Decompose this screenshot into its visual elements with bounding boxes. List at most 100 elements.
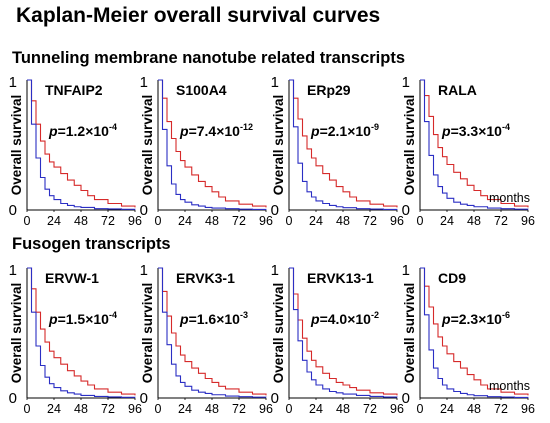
x-tick-label: 72 [232, 402, 246, 416]
y-axis-label: Overall survival [9, 283, 24, 384]
y-axis-label: Overall survival [402, 95, 417, 196]
km-panel-s100a4: 0 24 48 72 96 0 1 Overall survival S100A4 p=7.4×1… [140, 74, 273, 228]
high-expression-curve [158, 267, 267, 396]
km-panel-ervk3-1: 0 24 48 72 96 0 1 Overall survival ERVK3-1 p=1.6×… [140, 262, 273, 416]
high-expression-curve [27, 79, 136, 208]
low-expression-curve [289, 79, 398, 211]
x-tick-label: 96 [390, 214, 404, 228]
gene-label: ERVK13-1 [307, 270, 374, 286]
x-tick-label: 96 [259, 402, 273, 416]
months-label: months [489, 191, 530, 205]
x-tick-label: 24 [178, 214, 192, 228]
y-axis-label: Overall survival [402, 283, 417, 384]
x-tick-label: 96 [128, 402, 142, 416]
section-title-fusogen: Fusogen transcripts [12, 235, 171, 253]
p-value-label: p=2.1×10-9 [310, 122, 379, 139]
y-tick-label: 1 [9, 262, 17, 279]
high-expression-curve [289, 267, 398, 396]
x-tick-label: 24 [309, 402, 323, 416]
y-tick-label: 0 [271, 390, 279, 407]
high-expression-curve [420, 267, 529, 396]
section-title-nanotube: Tunneling membrane nanotube related tran… [12, 49, 406, 67]
gene-label: ERVK3-1 [176, 270, 235, 286]
gene-label: ERVW-1 [45, 270, 99, 286]
x-tick-label: 72 [494, 214, 508, 228]
x-tick-label: 0 [24, 402, 31, 416]
x-tick-label: 72 [494, 402, 508, 416]
x-tick-label: 0 [286, 214, 293, 228]
x-tick-label: 24 [440, 402, 454, 416]
x-tick-label: 96 [521, 214, 535, 228]
x-tick-label: 24 [47, 402, 61, 416]
y-tick-label: 0 [140, 202, 148, 219]
p-value-label: p=1.6×10-3 [179, 310, 248, 327]
x-tick-label: 72 [363, 214, 377, 228]
x-tick-label: 0 [24, 214, 31, 228]
y-tick-label: 0 [402, 390, 410, 407]
y-tick-label: 0 [402, 202, 410, 219]
y-tick-label: 1 [271, 74, 279, 91]
x-tick-label: 48 [74, 402, 88, 416]
low-expression-curve [158, 79, 267, 211]
x-tick-label: 24 [309, 214, 323, 228]
low-expression-curve [289, 267, 398, 398]
p-value-label: p=3.3×10-4 [441, 122, 510, 139]
km-panel-ervw-1: 0 24 48 72 96 0 1 Overall survival ERVW-1 p=1.5×1… [9, 262, 142, 416]
high-expression-curve [289, 79, 398, 208]
gene-label: S100A4 [176, 82, 227, 98]
x-tick-label: 96 [390, 402, 404, 416]
x-tick-label: 48 [467, 214, 481, 228]
p-value-label: p=4.0×10-2 [310, 310, 379, 327]
y-tick-label: 1 [140, 74, 148, 91]
x-tick-label: 72 [101, 402, 115, 416]
y-tick-label: 0 [9, 390, 17, 407]
x-tick-label: 24 [178, 402, 192, 416]
km-panel-tnfaip2: 0 24 48 72 96 0 1 Overall survival TNFAIP2 p=1.2×… [9, 74, 142, 228]
x-tick-label: 48 [336, 214, 350, 228]
x-tick-label: 48 [467, 402, 481, 416]
gene-label: TNFAIP2 [45, 82, 103, 98]
low-expression-curve [27, 267, 136, 398]
y-axis-label: Overall survival [271, 283, 286, 384]
y-tick-label: 1 [402, 262, 410, 279]
x-tick-label: 48 [205, 214, 219, 228]
y-axis-label: Overall survival [271, 95, 286, 196]
x-tick-label: 72 [363, 402, 377, 416]
figure-title: Kaplan-Meier overall survival curves [16, 4, 381, 27]
high-expression-curve [27, 267, 136, 396]
x-tick-label: 72 [101, 214, 115, 228]
x-tick-label: 0 [417, 402, 424, 416]
x-tick-label: 48 [205, 402, 219, 416]
km-panel-erp29: 0 24 48 72 96 0 1 Overall survival ERp29 p=2.1×10… [271, 74, 404, 228]
high-expression-curve [158, 79, 267, 208]
x-tick-label: 24 [47, 214, 61, 228]
y-axis-label: Overall survival [140, 95, 155, 196]
x-tick-label: 96 [128, 214, 142, 228]
x-tick-label: 96 [259, 214, 273, 228]
km-panel-rala: 0 24 48 72 96 0 1 Overall survival RALA p=3.3×10-… [402, 74, 535, 228]
low-expression-curve [27, 79, 136, 210]
y-tick-label: 0 [140, 390, 148, 407]
low-expression-curve [158, 267, 267, 398]
x-tick-label: 0 [155, 402, 162, 416]
high-expression-curve [420, 79, 529, 208]
y-tick-label: 1 [9, 74, 17, 91]
p-value-label: p=1.2×10-4 [48, 122, 117, 139]
p-value-label: p=2.3×10-6 [441, 310, 510, 327]
x-tick-label: 48 [74, 214, 88, 228]
low-expression-curve [420, 267, 529, 399]
y-axis-label: Overall survival [9, 95, 24, 196]
low-expression-curve [420, 79, 529, 210]
y-tick-label: 0 [9, 202, 17, 219]
p-value-label: p=7.4×10-12 [179, 122, 253, 139]
y-tick-label: 1 [271, 262, 279, 279]
km-panel-ervk13-1: 0 24 48 72 96 0 1 Overall survival ERVK13-1 p=4.0… [271, 262, 404, 416]
y-tick-label: 0 [271, 202, 279, 219]
y-tick-label: 1 [140, 262, 148, 279]
x-tick-label: 96 [521, 402, 535, 416]
x-tick-label: 48 [336, 402, 350, 416]
x-tick-label: 0 [417, 214, 424, 228]
gene-label: ERp29 [307, 82, 351, 98]
p-value-label: p=1.5×10-4 [48, 310, 117, 327]
months-label: months [489, 379, 530, 393]
